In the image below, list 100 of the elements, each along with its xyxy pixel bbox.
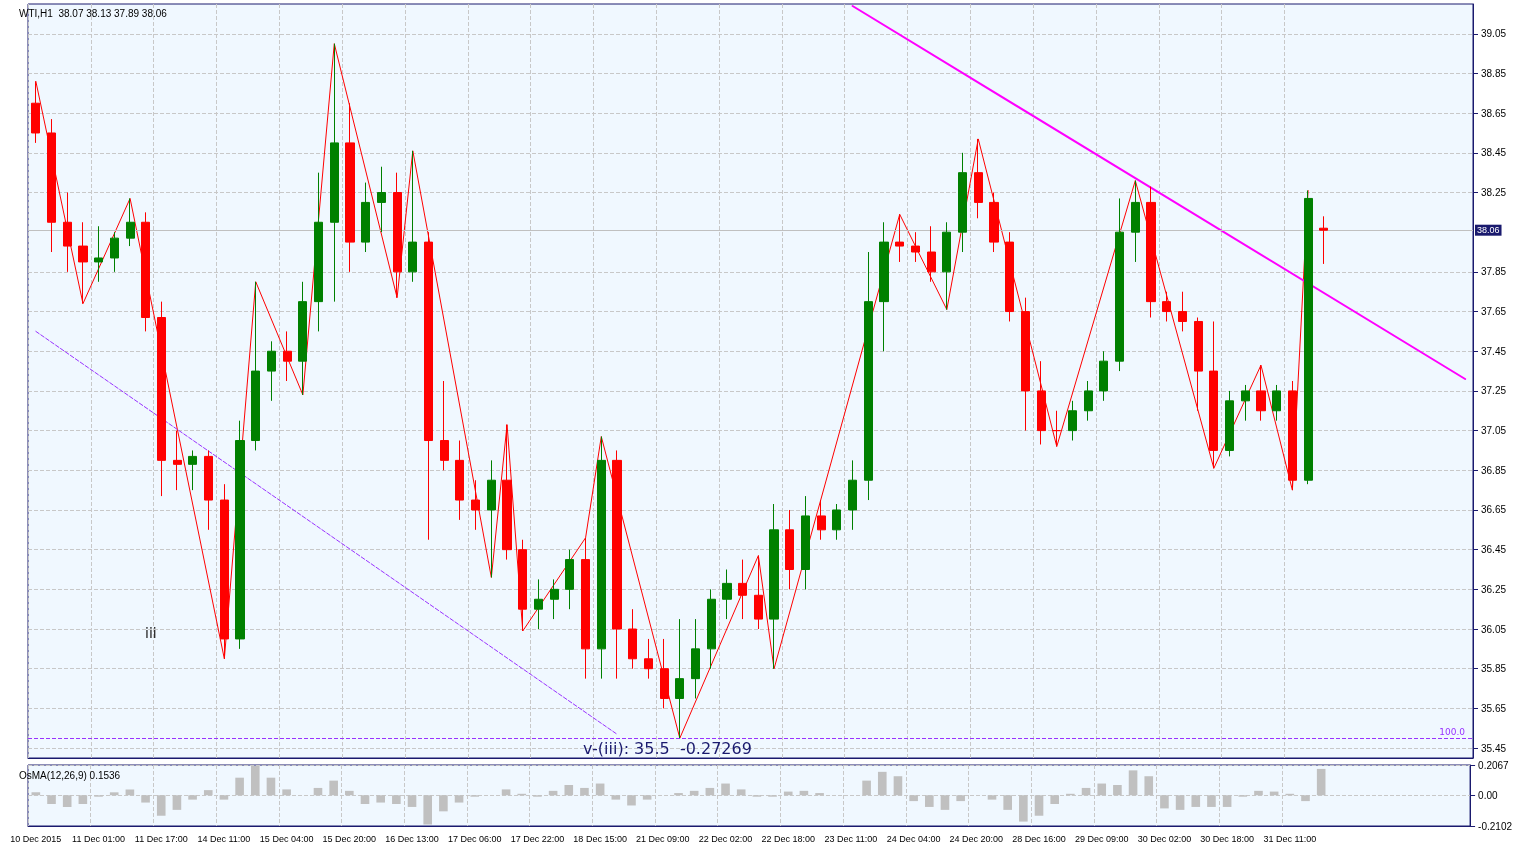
y-tick-label: 37.25 xyxy=(1481,385,1507,397)
candlestick xyxy=(204,449,213,531)
x-tick-label: 15 Dec 20:00 xyxy=(322,833,377,844)
x-tick-label: 10 Dec 2015 xyxy=(10,833,62,844)
candlestick xyxy=(518,539,527,632)
candlestick xyxy=(440,380,449,471)
y-tick-label: 0.2067 xyxy=(1478,759,1510,771)
candlestick xyxy=(1304,190,1313,485)
candlestick xyxy=(1241,384,1250,422)
annotation: 100.0 xyxy=(1439,726,1466,737)
x-tick-label: 21 Dec 09:00 xyxy=(636,833,690,844)
candlestick xyxy=(612,449,622,680)
candlestick xyxy=(298,281,307,396)
x-tick-label: 14 Dec 11:00 xyxy=(197,833,251,844)
candlestick xyxy=(408,150,417,283)
candlestick xyxy=(1209,320,1218,469)
candlestick xyxy=(754,555,763,630)
y-tick-label: 37.05 xyxy=(1481,425,1507,437)
ref-line-label: 38.06 xyxy=(1477,225,1500,236)
y-tick-label: 0.00 xyxy=(1478,789,1498,801)
candlestick xyxy=(817,499,826,541)
candlestick xyxy=(267,340,276,402)
candlestick xyxy=(895,213,904,263)
y-tick-label: 36.05 xyxy=(1481,623,1507,635)
x-tick-label: 17 Dec 06:00 xyxy=(447,833,502,844)
annotation: v-(iii): 35.5 -0.27269 xyxy=(583,738,752,758)
candlestick xyxy=(1021,297,1030,432)
x-tick-label: 29 Dec 09:00 xyxy=(1074,833,1129,844)
y-tick-label: -0.2102 xyxy=(1478,820,1513,832)
candlestick xyxy=(1194,317,1203,412)
candlestick xyxy=(235,420,245,650)
candlestick xyxy=(785,509,794,590)
candlestick xyxy=(63,192,72,273)
annotation: iii xyxy=(145,625,157,641)
candlestick xyxy=(989,192,999,253)
y-tick-label: 35.85 xyxy=(1481,663,1507,675)
candlestick xyxy=(660,638,669,709)
candlestick xyxy=(832,503,841,541)
x-tick-label: 18 Dec 15:00 xyxy=(573,833,627,844)
candlestick xyxy=(1131,180,1140,263)
x-tick-label: 24 Dec 20:00 xyxy=(949,833,1004,844)
x-tick-label: 16 Dec 13:00 xyxy=(385,833,439,844)
y-tick-label: 36.85 xyxy=(1481,464,1507,476)
candlestick xyxy=(1146,186,1156,319)
y-tick-label: 36.65 xyxy=(1481,504,1507,516)
y-tick-label: 38.65 xyxy=(1481,107,1507,119)
candlestick xyxy=(220,483,229,660)
y-tick-label: 37.45 xyxy=(1481,345,1507,357)
y-tick-label: 38.85 xyxy=(1481,67,1507,79)
candlestick xyxy=(345,102,355,273)
y-tick-label: 36.45 xyxy=(1481,544,1507,556)
candlestick xyxy=(173,430,182,491)
y-tick-label: 35.45 xyxy=(1481,742,1507,754)
candlestick xyxy=(1068,400,1077,442)
candlestick xyxy=(141,211,150,332)
candlestick xyxy=(927,225,936,283)
candlestick xyxy=(377,166,386,233)
candlestick xyxy=(94,225,103,283)
candlestick xyxy=(581,537,590,680)
x-tick-label: 24 Dec 04:00 xyxy=(886,833,941,844)
candlestick xyxy=(283,330,292,382)
candlestick xyxy=(911,231,920,263)
x-tick-label: 28 Dec 16:00 xyxy=(1012,833,1066,844)
candlestick xyxy=(722,569,732,620)
candlestick xyxy=(1052,410,1061,447)
x-tick-label: 17 Dec 22:00 xyxy=(510,833,565,844)
y-tick-label: 35.65 xyxy=(1481,702,1507,714)
candlestick xyxy=(361,182,370,253)
candlestick xyxy=(126,197,135,247)
line-series xyxy=(35,43,1309,739)
y-tick-label: 36.25 xyxy=(1481,583,1507,595)
candlestick xyxy=(801,495,810,590)
candlestick xyxy=(550,578,559,620)
candlestick xyxy=(47,118,56,253)
candlestick xyxy=(942,221,951,311)
candlestick xyxy=(597,436,606,680)
chart-title: WTI,H1 38.07 38.13 37.89 38.06 xyxy=(19,7,168,19)
candlestick xyxy=(848,459,857,531)
candlestick xyxy=(1272,384,1281,422)
candlestick xyxy=(455,440,464,521)
candlestick xyxy=(1005,231,1014,322)
candlestick xyxy=(1115,197,1124,372)
x-tick-label: 31 Dec 11:00 xyxy=(1263,833,1317,844)
x-tick-label: 11 Dec 17:00 xyxy=(134,833,188,844)
candlestick xyxy=(644,638,653,680)
x-tick-label: 15 Dec 04:00 xyxy=(259,833,314,844)
x-tick-label: 11 Dec 01:00 xyxy=(72,833,125,844)
candlestick xyxy=(1288,380,1297,491)
candlestick xyxy=(1099,350,1108,402)
candlestick xyxy=(691,618,700,699)
candlestick xyxy=(628,608,637,670)
candlestick xyxy=(1178,291,1187,332)
x-tick-label: 30 Dec 02:00 xyxy=(1137,833,1192,844)
candlestick xyxy=(864,251,873,501)
chart-title: OsMA(12,26,9) 0.1536 xyxy=(19,769,121,781)
x-tick-label: 23 Dec 11:00 xyxy=(824,833,878,844)
x-tick-label: 30 Dec 18:00 xyxy=(1200,833,1254,844)
candlestick xyxy=(707,588,716,670)
candlestick xyxy=(565,549,574,610)
y-tick-label: 38.25 xyxy=(1481,187,1507,198)
